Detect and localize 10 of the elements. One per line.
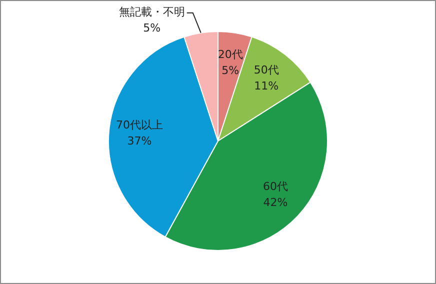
slice-label: 60代 [262,180,288,193]
data-label: 37% [127,134,152,148]
data-label: 5% [143,22,161,35]
data-label: 5% [222,64,240,77]
data-label: 11% [254,80,279,93]
slice-label: 無記載・不明 [118,6,185,19]
slice-label: 20代 [218,48,243,61]
slice-label: 70代以上 [116,118,164,132]
data-label: 42% [263,196,288,209]
slice-label: 50代 [254,64,279,77]
